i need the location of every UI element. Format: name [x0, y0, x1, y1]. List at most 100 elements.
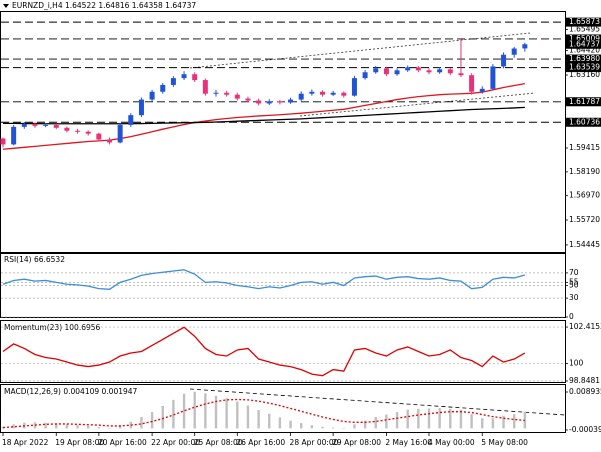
macd-bar: [374, 416, 377, 429]
candle-body: [213, 92, 219, 94]
candle-body: [96, 133, 102, 140]
x-tick-label: 18 Apr 2022: [2, 438, 49, 447]
candle-body: [405, 67, 411, 71]
macd-bar: [459, 409, 463, 429]
menu-arrow: [3, 4, 9, 8]
macd-bar: [214, 395, 218, 429]
candle-body: [362, 72, 368, 79]
candle-body: [160, 84, 166, 92]
momentum-frame: [0, 320, 566, 383]
y-tick-label: 0.008935: [569, 387, 601, 396]
last-price-label: 1.64737: [569, 39, 600, 48]
last-price-box: [566, 39, 601, 49]
macd-bar: [363, 420, 367, 429]
candle-body: [447, 69, 453, 74]
y-tick-label: 55: [569, 277, 579, 286]
macd-bar: [449, 408, 452, 429]
macd-bar: [353, 424, 356, 429]
candle-body: [107, 139, 112, 143]
macd-bar: [182, 393, 186, 429]
y-tick-label: 1.65495: [569, 24, 600, 33]
macd-bar: [310, 425, 314, 429]
y-tick-label: -0.000393: [569, 425, 601, 434]
x-tick-label: 5 May 08:00: [481, 438, 528, 447]
candle-body: [490, 66, 496, 89]
candle-body: [202, 80, 208, 94]
level-label-box: [566, 54, 601, 64]
level-label: 1.63980: [569, 54, 600, 63]
macd-bar: [278, 417, 282, 429]
candle-body: [256, 100, 262, 104]
macd-bar: [417, 408, 420, 429]
macd-bar: [427, 408, 431, 429]
candle-body: [192, 74, 198, 81]
macd-bar: [236, 401, 239, 429]
macd-bar: [108, 427, 111, 429]
x-tick-label: 22 Apr 00:00: [151, 438, 200, 447]
y-tick-label: 30: [569, 293, 579, 302]
y-tick-label: 70: [569, 268, 579, 277]
macd-bar: [246, 405, 250, 429]
main-frame: [0, 11, 566, 253]
macd-bar: [97, 427, 101, 429]
panel-title: MACD(12,26,9) 0.004109 0.001947: [4, 387, 138, 396]
candle-body: [224, 92, 230, 95]
candle-body: [32, 123, 38, 126]
level-label-box: [566, 63, 601, 73]
macd-bar: [268, 413, 271, 429]
x-tick-label: 26 Apr 16:00: [236, 438, 285, 447]
x-tick-label: 25 Apr 08:00: [194, 438, 243, 447]
candle-body: [0, 138, 6, 145]
candle-body: [288, 99, 294, 103]
y-tick-label: 0: [569, 312, 574, 321]
y-tick-label: 102.4153: [569, 322, 601, 331]
y-tick-label: 1.56970: [569, 191, 600, 200]
y-tick-label: 1.58190: [569, 167, 600, 176]
x-tick-label: 4 May 00:00: [428, 438, 475, 447]
level-label: 1.63539: [569, 63, 600, 72]
macd-bar: [118, 425, 122, 429]
candle-body: [53, 124, 59, 128]
y-tick-label: 50: [569, 281, 579, 290]
macd-bar: [513, 414, 516, 429]
moving-average: [3, 106, 525, 125]
candle-body: [277, 101, 283, 103]
y-tick-label: 1.63160: [569, 70, 600, 79]
candle-body: [309, 91, 315, 94]
macd-bar: [204, 393, 207, 429]
level-label: 1.65873: [569, 17, 600, 26]
level-label-box: [566, 17, 601, 27]
candle-body: [138, 99, 144, 116]
macd-bar: [331, 427, 335, 429]
x-tick-label: 28 Apr 00:00: [290, 438, 339, 447]
candle-body: [75, 130, 81, 132]
y-tick-label: 1.64420: [569, 45, 600, 54]
macd-bar: [193, 391, 196, 429]
macd-bar: [225, 398, 228, 429]
macd-bar: [342, 427, 345, 429]
panel-title: EURNZD_i,H4 1.64522 1.64816 1.64358 1.64…: [12, 1, 196, 10]
candle-body: [170, 78, 176, 85]
macd-bar: [385, 414, 388, 429]
candle-body: [266, 101, 272, 104]
macd-frame: [0, 384, 566, 433]
x-tick-label: 2 May 16:00: [385, 438, 432, 447]
macd-bar: [161, 405, 164, 429]
macd-bar: [300, 423, 303, 429]
macd-bar: [481, 418, 484, 429]
macd-bar: [257, 410, 260, 429]
macd-bar: [406, 409, 409, 429]
moving-average: [2, 82, 525, 150]
candle-body: [511, 48, 517, 55]
macd-bar: [470, 414, 473, 429]
candle-body: [394, 70, 400, 75]
candle-body: [117, 124, 123, 143]
candle-body: [149, 91, 155, 100]
candle-body: [181, 74, 187, 79]
y-tick-label: 98.8481: [569, 376, 600, 385]
level-label-box: [566, 117, 601, 127]
candle-body: [85, 131, 91, 134]
macd-bar: [491, 418, 495, 429]
candle-body: [426, 70, 432, 73]
level-label: 1.60736: [569, 117, 600, 126]
